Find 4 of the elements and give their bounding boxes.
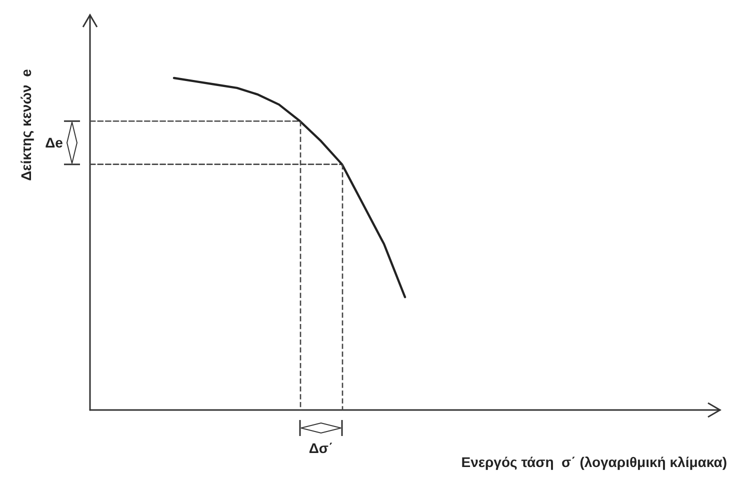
x-axis-title: Ενεργός τάση σ΄ (λογαριθμική κλίμακα) (461, 454, 727, 470)
y-axis-title: Δείκτης κενών e (18, 68, 34, 181)
text: Δe (45, 134, 64, 151)
text: Δσ΄ (308, 440, 334, 456)
